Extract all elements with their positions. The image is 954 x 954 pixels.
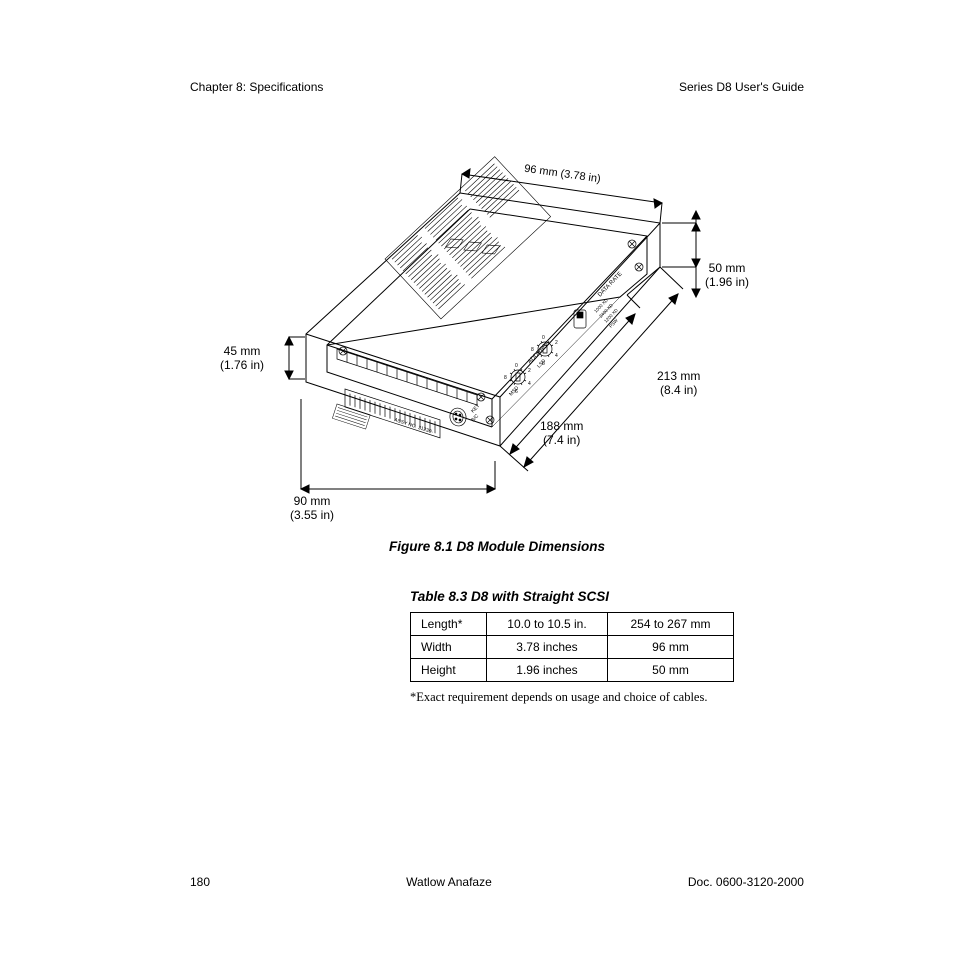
svg-text:B/C: B/C [470, 413, 480, 423]
table-row: Width 3.78 inches 96 mm [411, 636, 734, 659]
svg-text:8: 8 [504, 375, 507, 381]
svg-text:8: 8 [531, 347, 534, 353]
header-right: Series D8 User's Guide [679, 80, 804, 94]
dim-90mm: 90 mm(3.55 in) [290, 494, 334, 523]
page-number: 180 [190, 875, 210, 889]
svg-text:2: 2 [555, 340, 558, 346]
dimension-diagram: 96 mm (3.78 in) [230, 119, 790, 519]
table-caption: Table 8.3 D8 with Straight SCSI [410, 589, 804, 604]
figure-caption: Figure 8.1 D8 Module Dimensions [190, 539, 804, 554]
svg-text:0: 0 [542, 335, 545, 341]
page-footer: 180 Watlow Anafaze Doc. 0600-3120-2000 [190, 875, 804, 889]
doc-number: Doc. 0600-3120-2000 [688, 875, 804, 889]
svg-text:0: 0 [515, 363, 518, 369]
svg-text:KEY: KEY [470, 403, 482, 415]
svg-text:2: 2 [528, 368, 531, 374]
dim-50mm: 50 mm(1.96 in) [705, 261, 749, 290]
svg-text:ASSY NO. 31230-: ASSY NO. 31230- [393, 417, 434, 435]
svg-text:4: 4 [555, 353, 558, 359]
dim-213mm: 213 mm(8.4 in) [657, 369, 700, 398]
spec-table: Length* 10.0 to 10.5 in. 254 to 267 mm W… [410, 612, 734, 682]
svg-text:96 mm (3.78 in): 96 mm (3.78 in) [523, 163, 601, 186]
table-row: Length* 10.0 to 10.5 in. 254 to 267 mm [411, 613, 734, 636]
table-row: Height 1.96 inches 50 mm [411, 659, 734, 682]
header-left: Chapter 8: Specifications [190, 80, 323, 94]
svg-text:LSD: LSD [536, 358, 547, 369]
page-header: Chapter 8: Specifications Series D8 User… [190, 80, 804, 94]
dim-188mm: 188 mm(7.4 in) [540, 419, 583, 448]
footer-center: Watlow Anafaze [406, 875, 492, 889]
svg-text:4: 4 [528, 381, 531, 387]
table-footnote: *Exact requirement depends on usage and … [410, 690, 804, 705]
dim-45mm: 45 mm(1.76 in) [220, 344, 264, 373]
